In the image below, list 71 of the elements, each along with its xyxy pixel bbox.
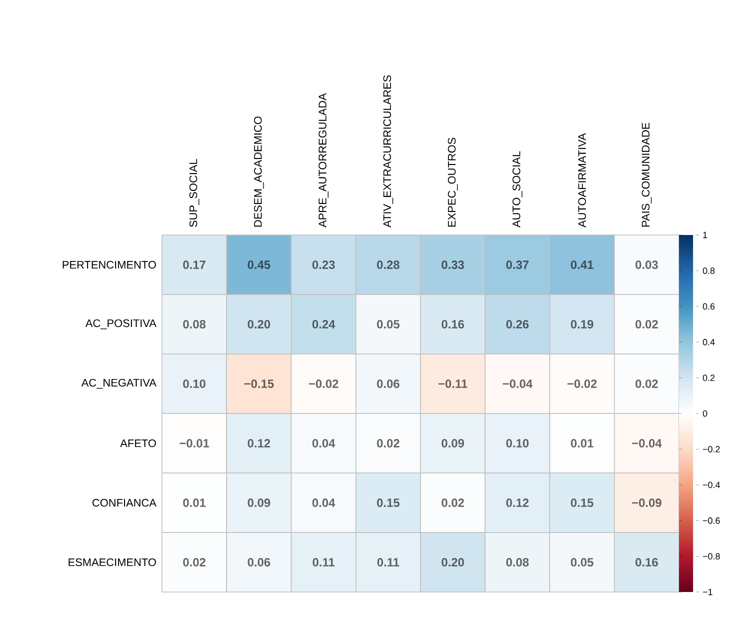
data-label: 0.24 (312, 320, 336, 328)
data-label: −0.01 (180, 439, 210, 448)
data-label: 0.23 (312, 260, 335, 270)
data-label: 0.01 (570, 439, 594, 448)
data-label: 0.16 (442, 320, 464, 328)
color-bar-label: −0.8 (702, 553, 720, 560)
data-label: 0.16 (636, 558, 658, 566)
x-tick-label: DESEM_ACADEMICO (254, 116, 264, 227)
y-tick-label: PERTENCIMENTO (62, 260, 156, 269)
data-label: 0.33 (442, 260, 464, 270)
data-label: 0.05 (377, 320, 400, 328)
data-label: 0.04 (312, 439, 336, 448)
data-label: 0.15 (377, 498, 400, 507)
data-label: −0.04 (632, 439, 662, 448)
x-tick-label: AUTOAFIRMATIVA (578, 133, 586, 228)
color-bar-label: 1 (703, 232, 708, 238)
color-bar-label: 0.6 (702, 303, 715, 310)
data-label: 0.02 (442, 498, 464, 507)
data-label: −0.11 (438, 380, 468, 388)
data-label: 0.45 (248, 260, 270, 269)
data-label: 0.03 (636, 260, 658, 270)
data-label: −0.04 (502, 380, 532, 388)
data-label: 0.11 (312, 558, 335, 566)
data-label: −0.15 (244, 380, 274, 388)
color-bar-label: 0 (702, 410, 708, 417)
data-label: 0.02 (377, 439, 400, 448)
color-bar-label: 0.4 (702, 338, 715, 346)
data-label: 0.20 (442, 558, 464, 566)
data-label: 0.02 (636, 380, 658, 388)
data-label: 0.19 (570, 320, 594, 328)
color-bar-label: 0.2 (702, 374, 715, 381)
data-label: 0.17 (183, 260, 206, 269)
data-label: 0.41 (570, 260, 594, 269)
data-label: 0.12 (248, 439, 270, 448)
data-label: 0.01 (183, 498, 206, 507)
y-tick-label: CONFIANCA (92, 498, 156, 507)
data-label: 0.02 (636, 320, 658, 328)
x-tick-label: AUTO_SOCIAL (512, 151, 522, 228)
color-bar-label: −1 (702, 588, 712, 596)
x-tick-label: PAIS_COMUNIDADE (642, 122, 652, 227)
color-bar-label: 0.8 (702, 268, 715, 274)
y-tick-label: ESMAECIMENTO (68, 558, 156, 566)
data-label: 0.05 (570, 558, 594, 566)
x-tick-label: EXPEC_OUTROS (448, 138, 458, 227)
color-bar-label: −0.2 (702, 446, 720, 452)
data-label: 0.10 (506, 439, 529, 448)
data-label: 0.20 (248, 320, 270, 328)
data-label: 0.09 (248, 498, 270, 507)
data-label: −0.09 (632, 498, 662, 507)
color-bar-label: −0.4 (702, 482, 720, 488)
data-label: 0.06 (248, 558, 270, 566)
data-label: 0.11 (377, 558, 400, 566)
data-label: −0.02 (567, 380, 597, 388)
data-label: 0.26 (506, 320, 529, 328)
x-tick-label: APRE_AUTORREGULADA (318, 93, 328, 228)
data-label: 0.09 (442, 439, 464, 448)
y-tick-label: AC_NEGATIVA (81, 378, 156, 389)
data-label: 0.28 (377, 260, 400, 269)
data-label: 0.37 (506, 260, 529, 270)
data-label: −0.02 (308, 380, 338, 388)
data-label: 0.12 (506, 498, 529, 507)
data-label: 0.04 (312, 498, 336, 507)
data-label: 0.06 (377, 380, 400, 388)
data-label: 0.15 (570, 498, 594, 507)
y-tick-label: AFETO (120, 439, 156, 448)
data-label: 0.10 (183, 380, 206, 388)
x-tick-label: SUP_SOCIAL (189, 159, 200, 227)
x-tick-label: ATIV_EXTRACURRICULARES (383, 75, 394, 228)
y-tick-label: AC_POSITIVA (85, 319, 156, 330)
color-bar-label: −0.6 (702, 517, 720, 524)
data-label: 0.08 (183, 320, 206, 328)
